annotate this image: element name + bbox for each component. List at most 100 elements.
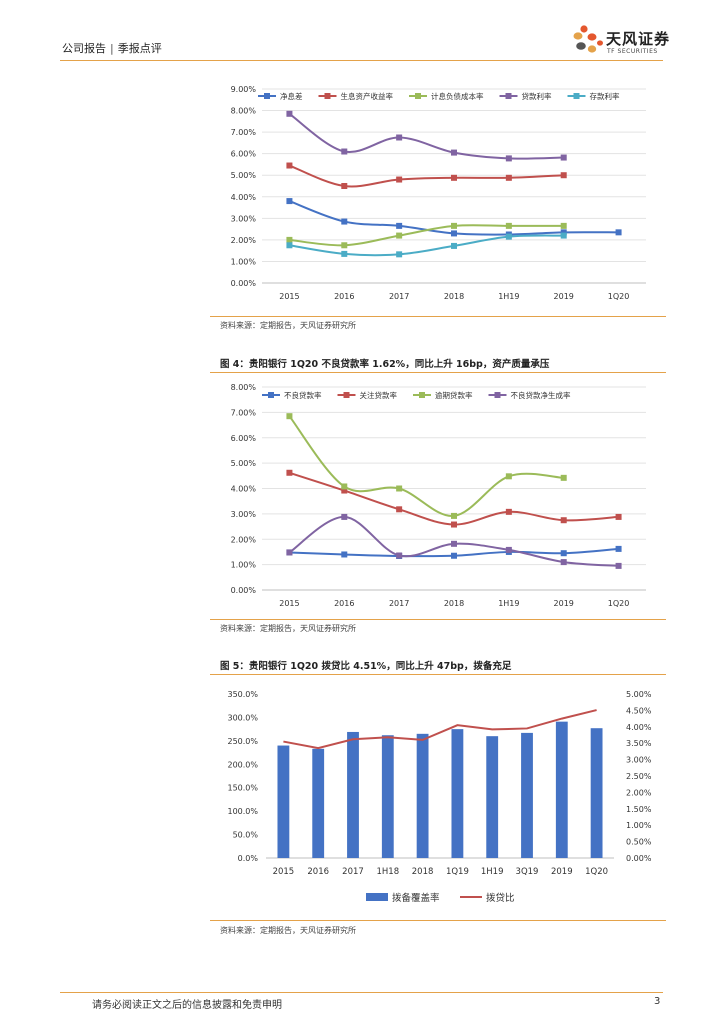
data-point	[615, 545, 622, 552]
y-tick-label: 6.00%	[231, 150, 257, 159]
x-tick-label: 2017	[342, 867, 364, 877]
x-tick-label: 1H18	[376, 867, 399, 877]
data-point	[560, 474, 567, 481]
legend-label: 逾期贷款率	[435, 390, 473, 400]
series-line	[288, 112, 564, 160]
data-point	[560, 229, 567, 236]
legend-label: 生息资产收益率	[341, 91, 394, 101]
data-point	[560, 154, 567, 161]
header-separator: |	[110, 42, 114, 55]
legend-label: 不良贷款净生成率	[511, 390, 571, 400]
x-tick-label: 2018	[444, 292, 464, 301]
data-point	[341, 218, 348, 225]
y-tick-label: 5.00%	[231, 459, 257, 468]
y-left-tick-label: 100.0%	[227, 807, 258, 816]
legend-marker	[415, 93, 421, 99]
data-point	[505, 233, 512, 240]
interest-rate-chart: 9.00% 8.00% 7.00% 6.00% 5.00% 4.00% 3.00% 2.00%…	[231, 85, 646, 301]
y-tick-label: 0.00%	[231, 586, 257, 595]
data-point	[341, 148, 348, 155]
x-tick-label: 2016	[334, 599, 354, 608]
y-right-tick-label: 4.00%	[626, 723, 652, 732]
data-point	[286, 413, 293, 420]
data-point	[341, 487, 348, 494]
bar	[381, 735, 394, 858]
data-point	[451, 149, 457, 156]
bar	[486, 736, 499, 858]
y-right-tick-label: 2.50%	[626, 772, 652, 781]
x-tick-label: 2017	[389, 292, 409, 301]
data-point	[505, 222, 512, 229]
y-tick-label: 2.00%	[231, 535, 257, 544]
legend-label: 存款利率	[590, 91, 620, 101]
legend-label: 不良贷款率	[284, 390, 322, 400]
asset-quality-chart: 8.00% 7.00% 6.00% 5.00% 4.00% 3.00% 2.00% 1.00%…	[231, 383, 646, 608]
x-tick-label: 2017	[389, 599, 409, 608]
x-tick-label: 2019	[554, 292, 574, 301]
x-tick-label: 2018	[412, 867, 434, 877]
data-point	[396, 485, 403, 492]
logo-petal-icon	[580, 25, 588, 33]
data-point	[396, 506, 403, 513]
chart1-divider	[210, 316, 666, 317]
data-point	[560, 172, 567, 179]
report-category: 公司报告	[62, 42, 106, 55]
y-tick-label: 6.00%	[231, 434, 257, 443]
data-point	[286, 198, 293, 205]
data-point	[560, 550, 567, 557]
data-point	[341, 483, 348, 490]
y-left-tick-label: 250.0%	[227, 737, 258, 746]
x-tick-label: 1Q20	[608, 599, 630, 608]
data-point	[286, 549, 293, 556]
y-tick-label: 7.00%	[231, 128, 257, 137]
data-point	[341, 183, 348, 189]
legend-marker	[573, 93, 580, 99]
chart2-divider	[210, 619, 666, 620]
series-line	[283, 709, 597, 750]
bar	[590, 728, 603, 858]
data-point	[451, 512, 457, 519]
y-right-tick-label: 5.00%	[626, 690, 652, 699]
logo-petal-icon	[573, 32, 583, 40]
report-type: 公司报告 | 季报点评	[62, 40, 162, 56]
x-tick-label: 2019	[551, 867, 573, 877]
x-tick-label: 2018	[444, 599, 464, 608]
provision-chart: 350.0% 300.0% 250.0% 200.0% 150.0% 100.0% 50.0…	[227, 690, 652, 904]
x-tick-label: 1Q19	[446, 867, 469, 877]
data-point	[560, 517, 567, 524]
legend-marker	[264, 93, 270, 99]
data-point	[396, 176, 403, 183]
x-tick-label: 2015	[273, 867, 295, 877]
y-right-tick-label: 0.50%	[626, 838, 652, 847]
data-point	[396, 222, 403, 229]
logo-name: 天风证券	[606, 30, 671, 48]
data-point	[505, 546, 512, 553]
chart3-source: 资料来源：定期报告，天风证券研究所	[220, 926, 356, 935]
bar	[451, 729, 464, 858]
data-point	[560, 232, 567, 239]
legend-marker	[494, 392, 501, 398]
x-tick-label: 1Q20	[608, 292, 630, 301]
page-number: 3	[654, 996, 661, 1007]
data-point	[615, 562, 622, 569]
y-right-tick-label: 1.00%	[626, 821, 652, 830]
y-left-tick-label: 50.0%	[233, 831, 259, 840]
header-divider	[60, 60, 663, 61]
data-point	[451, 242, 457, 249]
logo-subtitle: TF SECURITIES	[607, 48, 658, 55]
logo-petal-icon	[587, 33, 597, 41]
y-left-tick-label: 150.0%	[227, 784, 258, 793]
logo-petal-icon	[597, 40, 603, 46]
legend-label: 拨备覆盖率	[392, 892, 440, 904]
data-point	[451, 521, 457, 528]
bar	[521, 732, 533, 858]
x-tick-label: 2015	[279, 292, 299, 301]
legend-label: 净息差	[280, 91, 303, 101]
legend-marker	[366, 893, 388, 901]
y-right-tick-label: 3.00%	[626, 756, 652, 765]
logo-petal-icon	[587, 45, 597, 53]
data-point	[560, 222, 567, 229]
y-tick-label: 4.00%	[231, 193, 257, 202]
data-point	[341, 242, 348, 249]
bar	[416, 733, 429, 858]
